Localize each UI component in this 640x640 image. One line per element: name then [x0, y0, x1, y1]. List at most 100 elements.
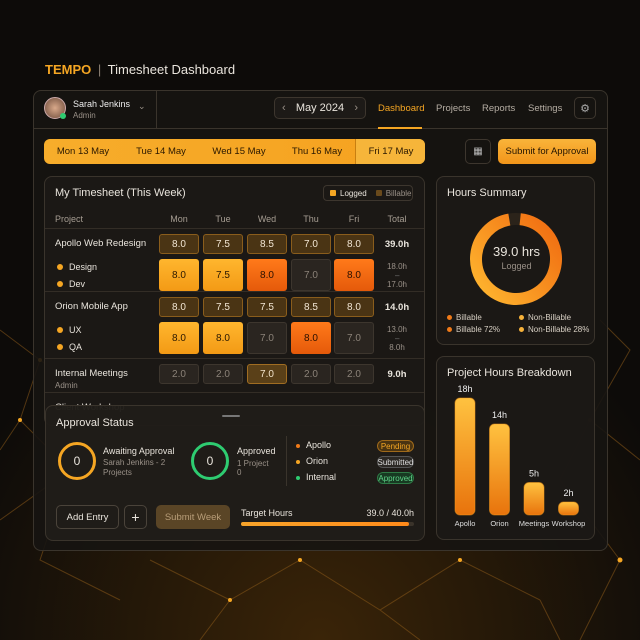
- month-picker[interactable]: ‹ May 2024 ›: [274, 97, 366, 119]
- awaiting-detail: Sarah Jenkins - 2 Projects: [103, 458, 166, 477]
- task-cell[interactable]: 8.0: [247, 259, 287, 291]
- row-total: 14.0h: [384, 302, 410, 313]
- status-badge: Pending: [377, 440, 414, 452]
- task-cell[interactable]: 8.0: [159, 322, 199, 354]
- donut-label: Logged: [501, 261, 532, 271]
- divider: [45, 392, 424, 393]
- target-label: Target Hours: [241, 508, 293, 518]
- hour-cell[interactable]: 2.0: [291, 364, 331, 384]
- brand: TEMPO: [45, 62, 92, 77]
- hour-cell[interactable]: 7.5: [203, 297, 243, 317]
- hour-cell[interactable]: 7.0: [247, 364, 287, 384]
- column-header: Wed: [257, 214, 277, 224]
- task-cell[interactable]: 8.0: [334, 259, 374, 291]
- hour-cell[interactable]: 2.0: [334, 364, 374, 384]
- hours-donut: [470, 213, 562, 305]
- calendar-button[interactable]: ▦: [465, 139, 491, 164]
- column-header: Fri: [348, 214, 360, 224]
- column-header: Tue: [215, 214, 231, 224]
- nav-underline: [378, 127, 422, 129]
- status-dot: [60, 113, 66, 119]
- task-label: Design: [69, 262, 98, 272]
- approved-label: Approved: [237, 446, 276, 456]
- user-name[interactable]: Sarah Jenkins: [73, 99, 131, 109]
- prev[interactable]: ‹: [282, 102, 286, 114]
- nav-item[interactable]: Reports: [482, 103, 516, 114]
- nav-item[interactable]: Projects: [436, 103, 471, 114]
- hour-cell[interactable]: 7.5: [247, 297, 287, 317]
- hour-cell[interactable]: 8.0: [334, 297, 374, 317]
- day-tab[interactable]: Thu 16 May: [291, 146, 343, 157]
- divider: [45, 358, 424, 359]
- column-header: Thu: [303, 214, 319, 224]
- value-label: 18h: [457, 384, 472, 394]
- task-cell[interactable]: 7.0: [334, 322, 374, 354]
- title: Timesheet Dashboard: [107, 62, 236, 77]
- next[interactable]: ›: [354, 102, 358, 114]
- row-total: 39.0h: [384, 239, 410, 250]
- day-tab[interactable]: Tue 14 May: [136, 146, 186, 157]
- hour-cell[interactable]: 8.0: [334, 234, 374, 254]
- row-total: 9.0h: [387, 369, 407, 380]
- hour-cell[interactable]: 8.5: [291, 297, 331, 317]
- category-label: Orion: [490, 519, 508, 528]
- timesheet-title: My Timesheet (This Week): [55, 187, 186, 199]
- task-total: 17.0h: [386, 280, 408, 289]
- user-menu[interactable]: ⌄: [138, 101, 146, 111]
- plus-button[interactable]: +: [124, 505, 147, 529]
- approved-detail: 1 Project: [237, 459, 269, 468]
- summary-legend: Billable 72%: [447, 325, 500, 334]
- task-cell[interactable]: 7.0: [291, 259, 331, 291]
- approval-item: Apollo: [296, 440, 331, 450]
- hour-cell[interactable]: 2.0: [159, 364, 199, 384]
- month: May 2024: [295, 102, 345, 114]
- approved-extra: 0: [237, 468, 242, 477]
- hour-cell[interactable]: 7.5: [203, 234, 243, 254]
- day-tab[interactable]: Mon 13 May: [56, 146, 110, 157]
- target-track: [241, 522, 414, 526]
- approval-item: Internal: [296, 472, 336, 482]
- day-tab[interactable]: Wed 15 May: [212, 146, 266, 157]
- task-label: QA: [69, 342, 83, 352]
- task-cell[interactable]: 7.0: [247, 322, 287, 354]
- task-cell[interactable]: 8.0: [291, 322, 331, 354]
- user-divider: [156, 91, 157, 128]
- nav-item[interactable]: Dashboard: [378, 103, 425, 114]
- hour-cell[interactable]: 8.5: [247, 234, 287, 254]
- task-cell[interactable]: 7.5: [203, 259, 243, 291]
- hour-cell[interactable]: 2.0: [203, 364, 243, 384]
- bar: [558, 501, 579, 516]
- total-dash: –: [395, 334, 400, 343]
- bar: [454, 397, 476, 516]
- header-divider: [34, 128, 607, 129]
- category-label: Workshop: [552, 519, 586, 528]
- hour-cell[interactable]: 8.0: [159, 297, 199, 317]
- task-cell[interactable]: 8.0: [203, 322, 243, 354]
- task-cell[interactable]: 8.0: [159, 259, 199, 291]
- divider: [45, 291, 424, 292]
- task-label: UX: [69, 325, 82, 335]
- submit-week-button[interactable]: Submit Week: [156, 505, 230, 529]
- awaiting-count: 0: [58, 442, 96, 480]
- project-sub: Admin: [55, 381, 78, 390]
- task-name: Dev: [57, 279, 85, 289]
- task-total: 8.0h: [389, 343, 405, 352]
- column-header: Total: [387, 214, 407, 224]
- hour-cell[interactable]: 7.0: [291, 234, 331, 254]
- add-entry-button[interactable]: Add Entry: [56, 505, 119, 529]
- task-total: 18.0h: [386, 262, 408, 271]
- drag-handle[interactable]: [222, 415, 240, 417]
- approval-item-name: Orion: [306, 456, 329, 466]
- day-tab[interactable]: Fri 17 May: [368, 146, 414, 157]
- submit-approval-button[interactable]: Submit for Approval: [498, 139, 596, 164]
- bar: [489, 423, 510, 516]
- timesheet-panel: My Timesheet (This Week) Logged Billable…: [44, 176, 425, 426]
- settings-icon[interactable]: ⚙: [574, 97, 596, 119]
- hour-cell[interactable]: 8.0: [159, 234, 199, 254]
- project-name: Apollo Web Redesign: [55, 238, 147, 249]
- approval-panel: Approval Status 0 Awaiting Approval Sara…: [45, 405, 425, 541]
- nav-item[interactable]: Settings: [528, 103, 563, 114]
- status-badge: Approved: [377, 472, 414, 484]
- target-value: 39.0 / 40.0h: [366, 508, 414, 518]
